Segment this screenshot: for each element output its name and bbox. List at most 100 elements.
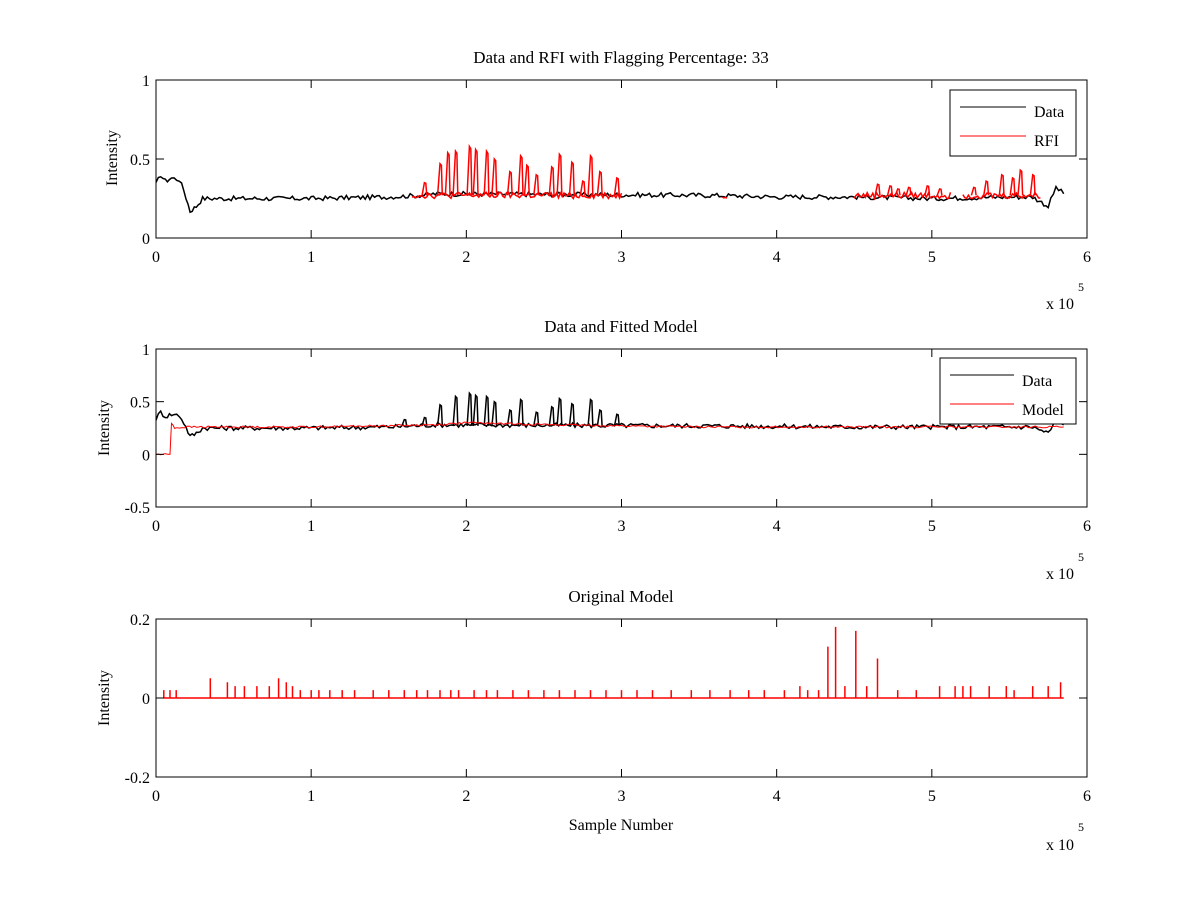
spike-mark (874, 183, 881, 196)
spike-mark (894, 188, 901, 196)
spike-mark (613, 176, 620, 196)
spike-mark (886, 184, 894, 196)
y-tick-label: 0 (142, 691, 150, 708)
spike-mark (506, 170, 513, 196)
plot-area: 0 1 2 3 4 5 6-0.500.51 (125, 342, 1091, 535)
x-tick-label: 6 (1083, 788, 1091, 805)
spike-mark (533, 173, 540, 196)
x-tick-label: 3 (618, 518, 626, 535)
spike-mark (466, 391, 473, 426)
spike-mark (533, 411, 540, 427)
spike-mark (401, 418, 408, 427)
y-tick-label: 0 (142, 447, 150, 464)
axes-box (155, 79, 1088, 239)
spike-mark (436, 403, 444, 426)
x-tick-label: 5 (928, 788, 936, 805)
spike-mark (587, 153, 594, 196)
spike-mark (596, 170, 603, 196)
panel-fitted-model: Data and Fitted Model 0 1 2 3 4 5 6-0.500.51 I… (96, 317, 1091, 583)
x-tick-label: 3 (618, 788, 626, 805)
spike-mark (998, 173, 1005, 196)
x-exponent-label: x 10 (1046, 296, 1074, 313)
spike-mark (421, 181, 428, 196)
y-tick-label: 0 (142, 231, 150, 248)
spike-mark (556, 152, 563, 196)
series-segment (962, 190, 1041, 200)
series-segment (853, 190, 952, 201)
legend-box (949, 89, 1077, 157)
x-axis-label: Sample Number (569, 817, 674, 834)
spike-mark (472, 393, 479, 426)
spike-mark (491, 400, 498, 426)
x-tick-label: 0 (152, 249, 160, 266)
spike-mark (517, 398, 524, 426)
x-tick-label: 1 (307, 249, 315, 266)
panel-rfi: Data and RFI with Flagging Percentage: 3… (104, 48, 1091, 313)
legend: Data Model (939, 357, 1077, 425)
x-tick-label: 4 (773, 518, 781, 535)
x-tick-label: 4 (773, 249, 781, 266)
spike-mark (568, 160, 575, 196)
legend-label-data: Data (1034, 104, 1064, 121)
series-line (155, 421, 1064, 456)
x-tick-label: 3 (618, 249, 626, 266)
chart-title: Data and RFI with Flagging Percentage: 3… (473, 48, 769, 67)
x-exponent-label: x 10 (1046, 566, 1074, 583)
spike-mark (924, 184, 931, 196)
y-tick-label: 0.5 (130, 152, 150, 169)
x-tick-label: 6 (1083, 249, 1091, 266)
x-tick-label: 1 (307, 518, 315, 535)
spike-mark (596, 408, 603, 427)
y-axis-label: Intensity (96, 400, 113, 456)
spike-mark (472, 147, 479, 196)
y-tick-label: -0.2 (125, 770, 150, 787)
spike-mark (548, 165, 555, 196)
x-exponent: 5 (1078, 820, 1084, 834)
spike-mark (905, 186, 912, 196)
spike-mark (983, 179, 990, 196)
x-tick-label: 2 (462, 788, 470, 805)
x-exponent: 5 (1078, 550, 1084, 564)
spike-mark (444, 150, 451, 196)
plot-area: 0 1 2 3 4 5 6 0 0.5 1 (130, 73, 1091, 266)
spike-mark (436, 161, 444, 196)
legend-box (939, 357, 1077, 425)
spike-mark (613, 413, 620, 427)
spike-mark (548, 405, 555, 426)
series-line (155, 409, 1065, 437)
spike-mark (452, 148, 459, 196)
x-tick-label: 5 (928, 249, 936, 266)
legend: Data RFI (949, 89, 1077, 157)
x-tick-label: 5 (928, 518, 936, 535)
spike-mark (517, 153, 524, 196)
spike-mark (1029, 173, 1036, 196)
spike-mark (506, 408, 513, 427)
spike-mark (466, 143, 473, 196)
legend-label-model: Model (1022, 402, 1064, 419)
spike-mark (491, 156, 498, 196)
x-tick-label: 0 (152, 518, 160, 535)
x-exponent: 5 (1078, 280, 1084, 294)
spike-mark (556, 396, 563, 426)
spike-mark (936, 188, 943, 196)
chart-title: Data and Fitted Model (544, 317, 698, 336)
spike-mark (452, 394, 459, 426)
legend-label-rfi: RFI (1034, 133, 1059, 150)
panel-original-model: Original Model 0 1 2 3 4 5 6-0.200.2 Intensity… (96, 587, 1091, 854)
series-line (155, 175, 1065, 214)
series-segment (411, 190, 623, 201)
x-exponent-label: x 10 (1046, 837, 1074, 854)
x-tick-label: 4 (773, 788, 781, 805)
plot-area: 0 1 2 3 4 5 6-0.200.2 (125, 612, 1091, 805)
series-segment (722, 196, 728, 199)
spike-mark (483, 148, 490, 196)
legend-label-data: Data (1022, 373, 1052, 390)
y-axis-label: Intensity (104, 130, 121, 186)
spike-mark (523, 163, 530, 196)
x-tick-label: 6 (1083, 518, 1091, 535)
y-tick-label: 1 (142, 73, 150, 90)
y-tick-label: 1 (142, 342, 150, 359)
chart-title: Original Model (568, 587, 674, 606)
x-tick-label: 0 (152, 788, 160, 805)
